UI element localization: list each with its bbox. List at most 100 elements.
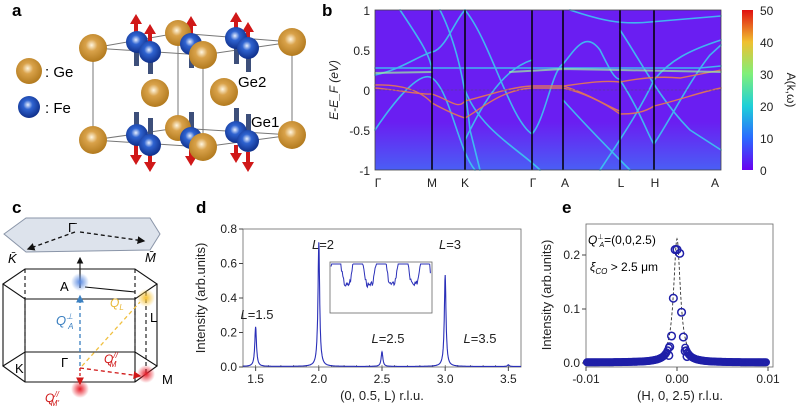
- surface-vectors: [26, 231, 146, 251]
- gamma-bar-label: Γ̄: [68, 220, 77, 235]
- ytick-label: 0.2: [220, 326, 237, 340]
- ytick-label: 0.0: [563, 356, 580, 370]
- data-point: [665, 342, 675, 352]
- y-axis-label-b: E-E_F (eV): [327, 60, 341, 120]
- intensity-trace: [243, 242, 521, 368]
- svg-text:20: 20: [760, 100, 774, 114]
- panel-label-a: a: [12, 1, 22, 20]
- xtick-label: 2.5: [374, 372, 391, 386]
- panel-label-b: b: [322, 1, 332, 20]
- ytick-label: 0.4: [220, 291, 237, 305]
- a-point-label: A: [60, 279, 69, 294]
- data-point: [666, 331, 677, 341]
- panel-d: d 0.8 0.6 0.4 0.2 0.0 1.5 2.0 2.5 3.0 3.5 L=1.5 L=2…: [193, 198, 522, 403]
- panel-a: a : Ge : Fe: [12, 1, 306, 172]
- xtick-label: 1.5: [247, 372, 264, 386]
- inset-trace: [330, 263, 431, 289]
- coherence-length-annotation: ξCO > 2.5 μm: [590, 260, 658, 276]
- ge2-label: Ge2: [238, 74, 266, 91]
- ge-legend-label: : Ge: [45, 64, 73, 81]
- l-point-label: L: [150, 310, 157, 325]
- panel-label-c: c: [12, 198, 21, 217]
- data-point: [680, 346, 690, 356]
- surface-brillouin-zone: [3, 217, 161, 253]
- xtick-label: -0.01: [572, 372, 600, 386]
- y-ticks-b: 1 0.5 0 -0.5 -1: [349, 4, 370, 178]
- data-point: [664, 350, 674, 360]
- ge-atom-front: [189, 133, 217, 161]
- data-point: [677, 307, 687, 317]
- ql-vector: [81, 301, 141, 367]
- ytick: 0.5: [353, 44, 370, 58]
- xtick: Γ: [530, 176, 537, 190]
- y-axis-label-d: Intensity (arb.units): [193, 243, 208, 354]
- xtick: M: [427, 176, 437, 190]
- gamma-point-label: Γ: [61, 355, 68, 370]
- a-point-glow: [71, 273, 89, 291]
- k-bar-label: K̄: [8, 251, 18, 266]
- qm-vector: [79, 367, 142, 380]
- xtick-label: 0.00: [665, 372, 689, 386]
- fit-curve: [654, 237, 700, 360]
- xtick-label: 2.0: [310, 372, 327, 386]
- fe-legend-label: : Fe: [45, 100, 71, 117]
- svg-text:30: 30: [760, 68, 774, 82]
- panel-c: c Γ̄ K̄ M̄ A L K Γ M Q⊥ A: [2, 198, 173, 406]
- svg-text:40: 40: [760, 36, 774, 50]
- y-axis-label-e: Intensity (arb.units): [539, 240, 554, 351]
- ytick: -0.5: [349, 124, 370, 138]
- x-axis-label-d: (0, 0.5, L) r.l.u.: [340, 388, 424, 403]
- m-point-glow: [137, 365, 155, 383]
- colorbar: [742, 10, 753, 170]
- ytick: 0: [363, 84, 370, 98]
- xtick: L: [618, 176, 625, 190]
- ytick-label: 0.2: [563, 248, 580, 262]
- xtick-label: 3.5: [500, 372, 517, 386]
- chart-d-marks: 0.8 0.6 0.4 0.2 0.0 1.5 2.0 2.5 3.0 3.5 L=1.5 L=2 L=…: [220, 222, 521, 386]
- l-point-glow: [137, 289, 155, 307]
- high-symmetry-lines: [431, 10, 655, 170]
- svg-text:50: 50: [760, 4, 774, 18]
- data-point: [682, 351, 692, 362]
- xtick: K: [461, 176, 469, 190]
- xtick: A: [561, 176, 569, 190]
- qm-prime-label: Q//M': [45, 390, 60, 406]
- peak-label: L=2.5: [372, 331, 405, 346]
- qa-annotation: Q⊥ A=(0,0,2.5): [588, 233, 656, 249]
- plot-frame-b: [374, 9, 722, 171]
- inset-frame: [329, 261, 433, 314]
- ytick-label: 0.1: [563, 302, 580, 316]
- svg-text:10: 10: [760, 132, 774, 146]
- colorbar-label: A(k,ω): [784, 73, 797, 108]
- panel-b: b: [322, 1, 797, 190]
- xtick: Γ: [375, 176, 382, 190]
- ytick-label: 0.8: [220, 222, 237, 236]
- fe-legend-atom: [18, 96, 40, 118]
- bulk-brillouin-zone: [2, 256, 158, 383]
- xtick-label: 0.01: [756, 372, 780, 386]
- svg-text:0: 0: [760, 164, 767, 178]
- peak-label: L=2: [312, 237, 334, 252]
- inset-zoom-trace: [330, 263, 431, 289]
- xtick-label: 3.0: [437, 372, 454, 386]
- qa-label: Q⊥ A: [56, 312, 73, 331]
- data-point: [762, 358, 771, 367]
- panel-label-e: e: [562, 198, 571, 217]
- ytick-label: 0.6: [220, 257, 237, 271]
- data-point: [668, 293, 678, 303]
- panel-e: e 0.2 0.1 0.0 -0.01 0.00 0.01 Q⊥ A=(0,0,2.5) ξ…: [539, 198, 780, 403]
- peak-label: L=1.5: [241, 307, 274, 322]
- m-point-label: M: [162, 372, 173, 387]
- qm-label: Q//M: [104, 351, 119, 369]
- xtick: H: [651, 176, 660, 190]
- panel-label-d: d: [196, 198, 206, 217]
- chart-e-marks: 0.2 0.1 0.0 -0.01 0.00 0.01: [563, 237, 780, 386]
- ge-atoms: [79, 20, 306, 154]
- x-axis-label-e: (H, 0, 2.5) r.l.u.: [637, 388, 723, 403]
- peak-label: L=3.5: [464, 331, 497, 346]
- x-ticks-b: Γ M K Γ A L H A: [375, 176, 719, 190]
- m-prime-point-glow: [71, 380, 89, 398]
- ytick: 1: [363, 4, 370, 18]
- data-point: [675, 248, 685, 258]
